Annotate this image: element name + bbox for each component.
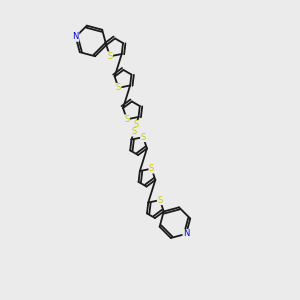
Text: S: S: [131, 127, 136, 136]
Text: N: N: [183, 230, 189, 238]
Text: S: S: [140, 133, 146, 142]
Text: S: S: [107, 52, 113, 61]
Text: S: S: [134, 120, 139, 129]
Text: S: S: [157, 196, 163, 205]
Text: N: N: [73, 32, 79, 41]
Text: S: S: [149, 164, 154, 173]
Text: S: S: [124, 115, 130, 124]
Text: S: S: [116, 83, 121, 92]
